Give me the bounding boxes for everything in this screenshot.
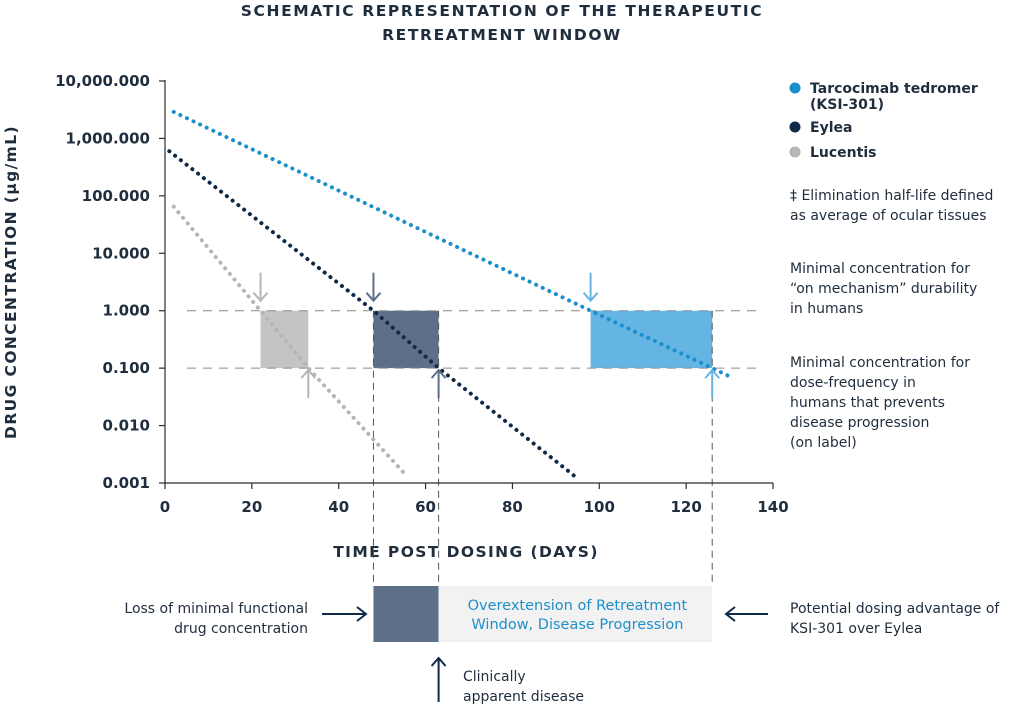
chart-title-line-1: SCHEMATIC REPRESENTATION OF THE THERAPEU… xyxy=(241,2,763,20)
window-box-tarcocimab xyxy=(590,310,713,369)
x-tick-label: 60 xyxy=(415,498,436,516)
bottom-right-text: KSI-301 over Eylea xyxy=(790,621,922,637)
series-line-eylea xyxy=(167,149,580,481)
y-tick-label: 1,000.000 xyxy=(66,129,150,147)
note-halflife-line: as average of ocular tissues xyxy=(790,208,987,224)
arrow-right-into-box xyxy=(322,606,368,622)
note-lower-line: (on label) xyxy=(790,435,857,451)
x-tick-label: 100 xyxy=(584,498,615,516)
bottom-light-box-text: Window, Disease Progression xyxy=(471,617,683,633)
x-axis-label: TIME POST DOSING (DAYS) xyxy=(333,543,599,561)
window-arrow xyxy=(582,272,599,303)
bottom-panel: Overextension of Retreatment Window, Dis… xyxy=(124,586,1000,705)
bottom-arrows xyxy=(322,606,768,702)
y-axis-label: DRUG CONCENTRATION (µg/mL) xyxy=(2,125,20,439)
arrow-up-clinically-apparent xyxy=(430,656,447,702)
legend-label-tarcocimab: Tarcocimab tedromer xyxy=(810,81,978,97)
arrow-head xyxy=(582,292,599,303)
note-lower-line: Minimal concentration for xyxy=(790,355,970,371)
note-lower-line: dose-frequency in xyxy=(790,375,916,391)
note-upper-line: “on mechanism” durability xyxy=(790,281,977,297)
arrow-left-into-box xyxy=(724,606,768,622)
note-upper-threshold: Minimal concentration for “on mechanism”… xyxy=(790,261,977,317)
window-arrow xyxy=(430,368,447,399)
bottom-below-text: Clinically xyxy=(463,669,526,685)
note-lower-line: disease progression xyxy=(790,415,929,431)
note-lower-threshold: Minimal concentration for dose-frequency… xyxy=(790,355,970,451)
legend-marker-tarcocimab xyxy=(789,82,801,94)
bottom-light-box xyxy=(438,586,713,642)
x-tick-label: 20 xyxy=(241,498,262,516)
bottom-dark-box xyxy=(373,586,439,642)
note-lower-line: humans that prevents xyxy=(790,395,945,411)
window-arrow xyxy=(252,272,269,303)
window-arrow xyxy=(365,272,382,303)
tick-labels: 0.001 0.010 0.100 1.000 10.000 100.000 1,000.0… xyxy=(55,72,789,516)
drop-lines xyxy=(372,310,713,586)
y-tick-label: 0.100 xyxy=(103,359,150,377)
window-box-eylea xyxy=(373,310,439,369)
y-tick-label: 10.000 xyxy=(92,244,150,262)
arrow-head xyxy=(430,656,447,667)
x-tick-label: 40 xyxy=(328,498,349,516)
series-line-tarcocimab xyxy=(171,109,736,381)
legend-label-lucentis: Lucentis xyxy=(810,145,876,161)
axes xyxy=(159,80,774,489)
note-halflife-line: ‡ Elimination half-life defined xyxy=(790,188,993,204)
y-tick-label: 0.001 xyxy=(103,474,150,492)
chart-title-line-2: RETREATMENT WINDOW xyxy=(382,26,622,44)
window-arrow xyxy=(704,368,720,399)
y-tick-label: 1.000 xyxy=(103,302,150,320)
legend-marker-lucentis xyxy=(789,146,801,158)
legend-marker-eylea xyxy=(789,121,801,133)
series-line-lucentis xyxy=(171,204,406,475)
bottom-below-text: apparent disease xyxy=(463,689,584,705)
arrow-head xyxy=(252,292,269,303)
bottom-light-box-text: Overextension of Retreatment xyxy=(468,598,688,614)
legend-label-tarcocimab-line-2: (KSI-301) xyxy=(810,97,884,113)
x-tick-label: 80 xyxy=(502,498,523,516)
window-arrows xyxy=(252,272,720,399)
retreatment-windows xyxy=(260,310,713,369)
arrow-head xyxy=(724,606,736,622)
series-lines xyxy=(167,109,736,481)
legend: Tarcocimab tedromer (KSI-301) Eylea Luce… xyxy=(789,81,978,161)
x-tick-label: 120 xyxy=(670,498,701,516)
y-tick-label: 0.010 xyxy=(103,417,150,435)
bottom-left-text: drug concentration xyxy=(174,621,308,637)
y-tick-label: 10,000.000 xyxy=(55,72,150,90)
arrow-head xyxy=(430,368,447,379)
arrow-head xyxy=(365,292,382,303)
x-tick-label: 140 xyxy=(757,498,788,516)
note-upper-line: in humans xyxy=(790,301,863,317)
note-upper-line: Minimal concentration for xyxy=(790,261,970,277)
legend-label-eylea: Eylea xyxy=(810,120,852,136)
arrow-head xyxy=(356,606,368,622)
arrow-head xyxy=(704,368,720,379)
arrow-head xyxy=(300,368,317,379)
note-halflife: ‡ Elimination half-life defined as avera… xyxy=(790,188,993,224)
x-tick-label: 0 xyxy=(160,498,170,516)
bottom-left-text: Loss of minimal functional xyxy=(124,601,308,617)
window-arrow xyxy=(300,368,317,399)
y-tick-label: 100.000 xyxy=(82,187,150,205)
bottom-right-text: Potential dosing advantage of xyxy=(790,601,1000,617)
